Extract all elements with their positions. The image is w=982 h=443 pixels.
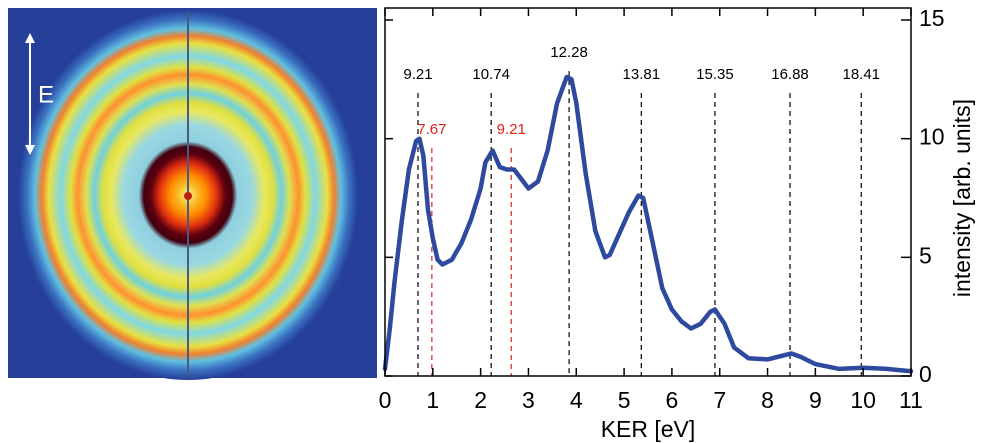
x-tick-label: 1 [426,387,439,413]
x-tick-label: 7 [713,387,726,413]
x-tick-label: 3 [522,387,535,413]
plot-frame [384,7,912,377]
annotation-label: 12.28 [550,44,588,61]
x-tick-label: 10 [850,387,876,413]
annotation-label: 10.74 [472,66,510,83]
x-tick-label: 11 [899,387,923,413]
x-tick-label: 9 [809,387,822,413]
annotation-label: 15.35 [696,66,734,83]
x-tick-label: 2 [474,387,487,413]
x-tick-label: 6 [666,387,679,413]
data-line [382,74,914,374]
annotation-label: 7.67 [417,121,446,138]
x-tick-label: 5 [618,387,631,413]
x-tick-label: 0 [379,387,392,413]
y-tick-label: 10 [919,124,945,150]
detector-image: E [8,8,377,380]
x-axis-label: KER [eV] [601,416,696,442]
x-tick-label: 4 [570,387,583,413]
image-center [184,192,192,200]
annotation-label: 18.41 [842,66,880,83]
annotation-label: 13.81 [623,66,661,83]
annotation-label: 9.21 [403,66,432,83]
y-tick-label: 5 [919,242,932,268]
x-tick-label: 8 [761,387,774,413]
annotation-label: 16.88 [771,66,809,83]
polarization-label: E [38,81,54,108]
y-tick-label: 0 [919,361,932,387]
chart: 9.21 10.74 12.28 13.81 15.35 16.88 18.41 7.67 9.… [379,5,975,442]
y-tick-label: 15 [919,5,945,31]
annotation-label: 9.21 [497,121,526,138]
y-axis-label: intensity [arb. units] [949,99,975,297]
